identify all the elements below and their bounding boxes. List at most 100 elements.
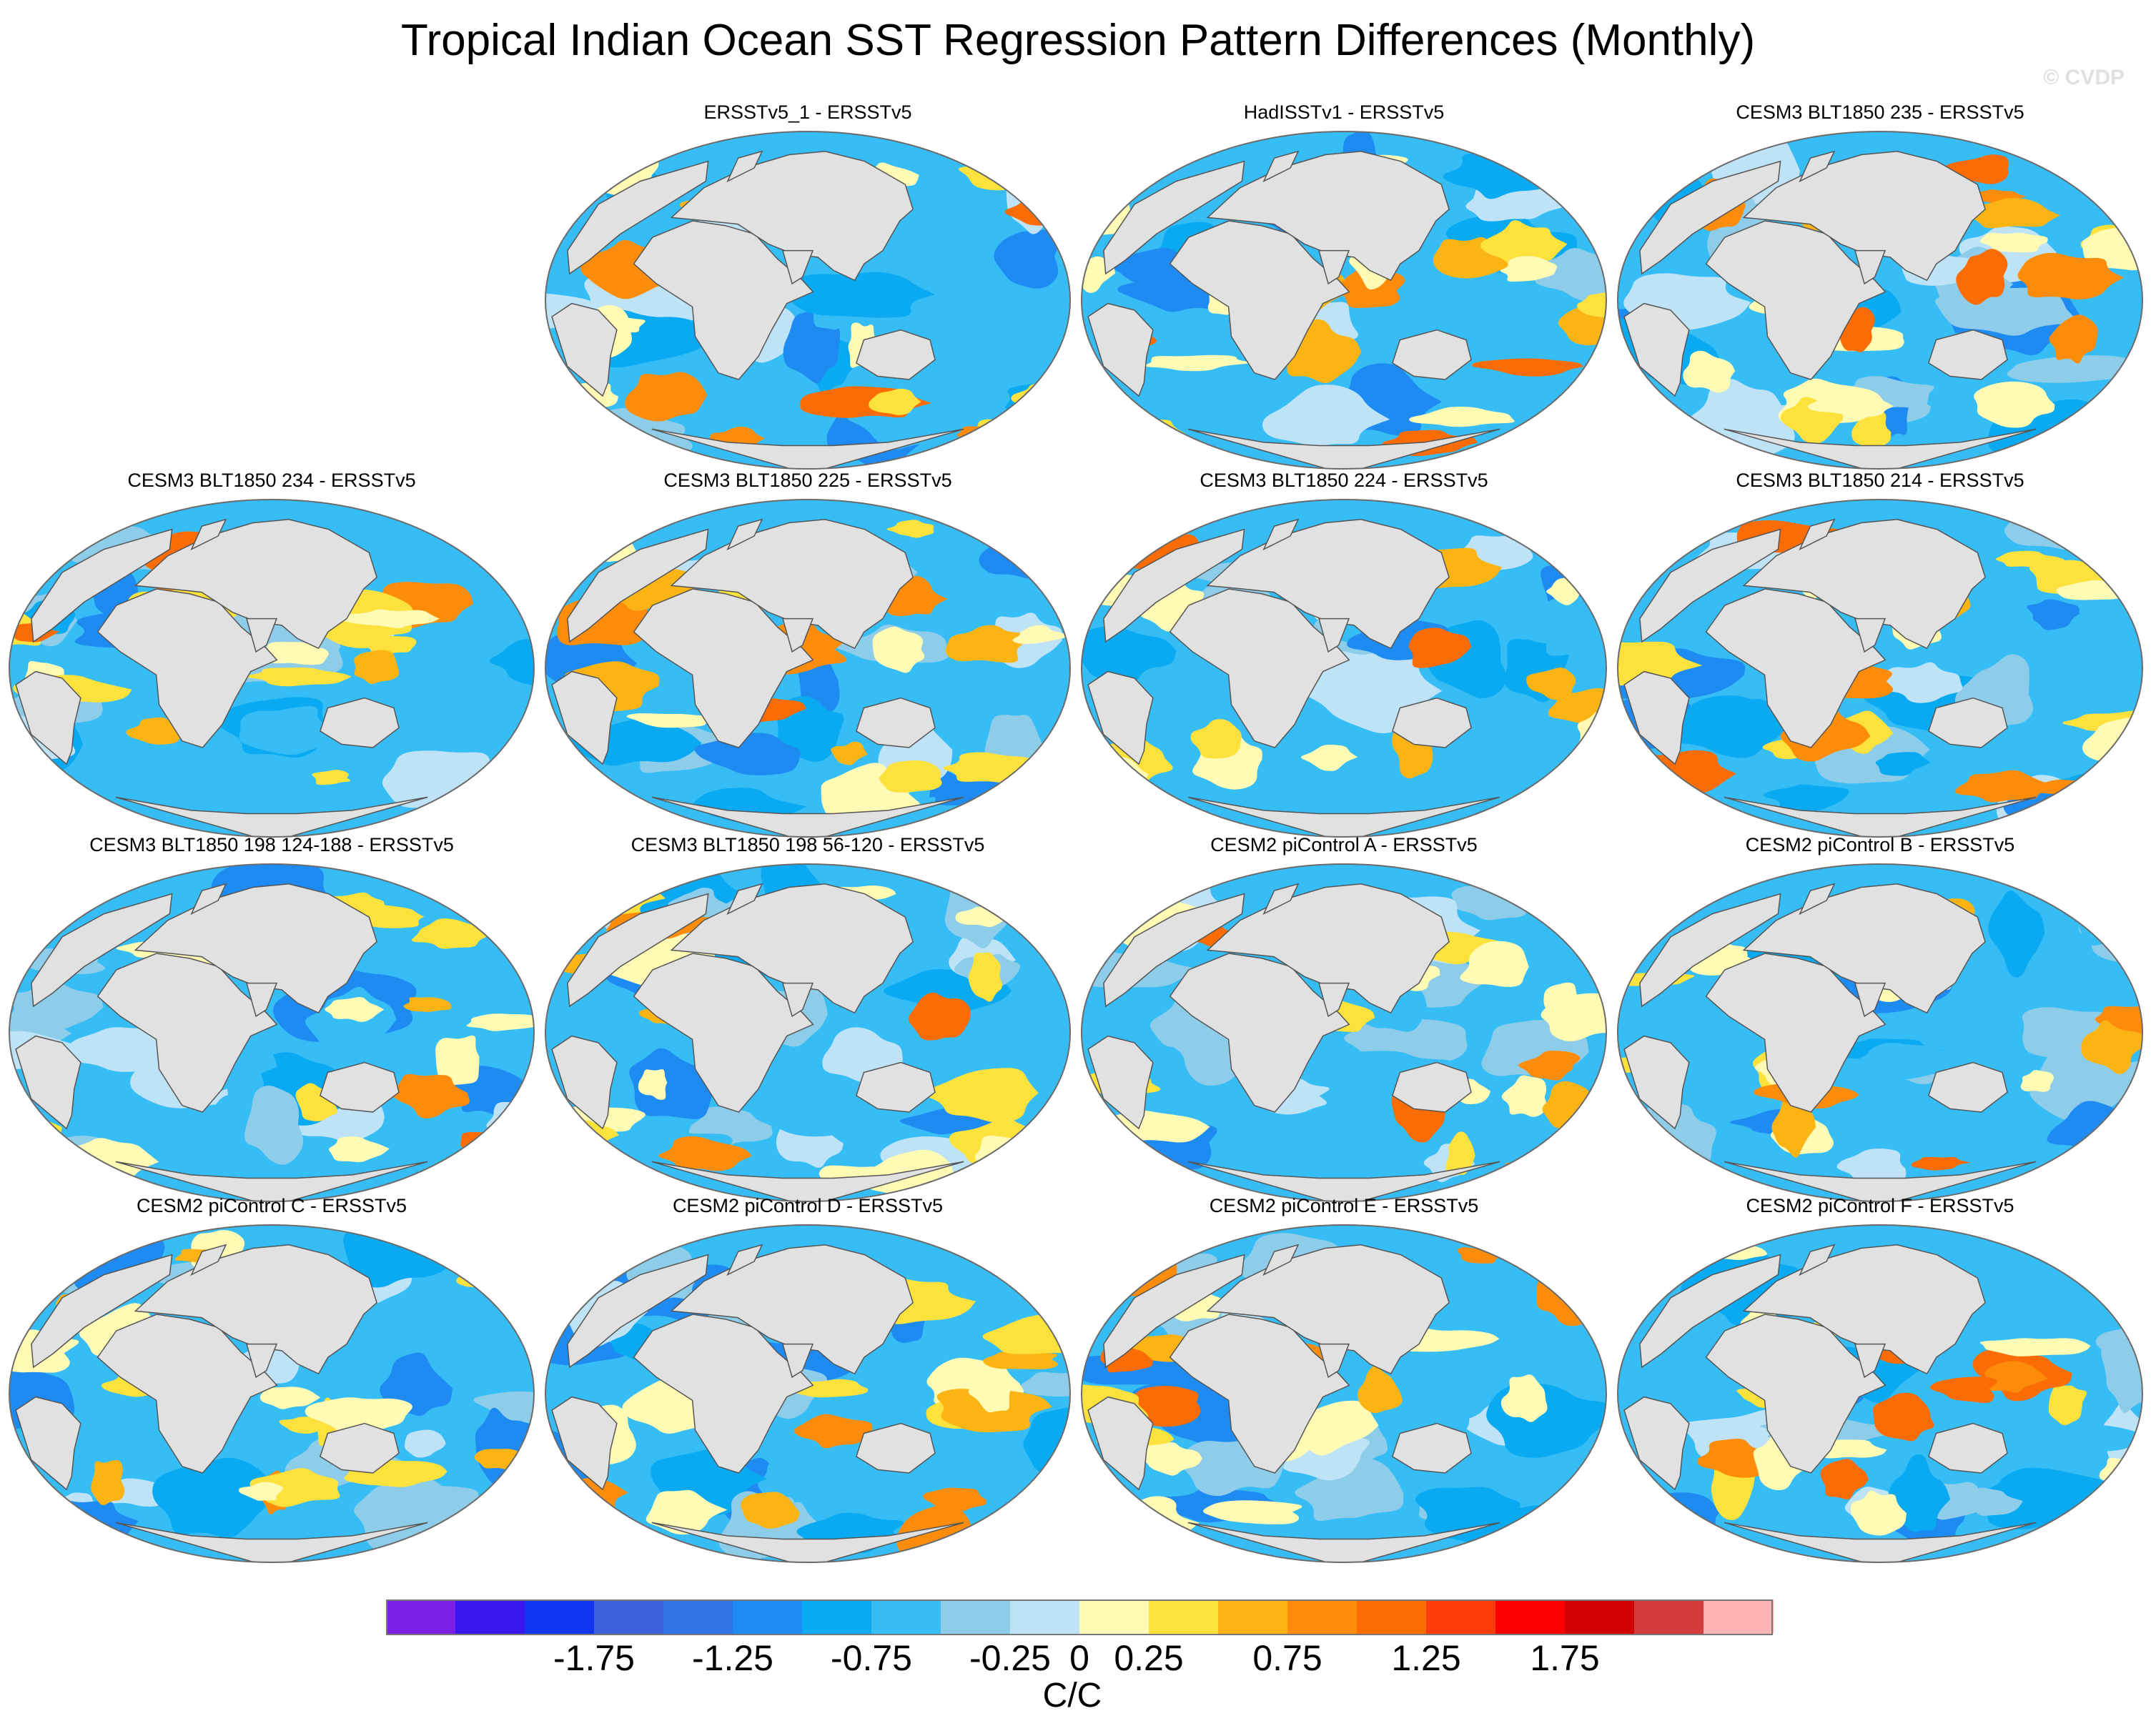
positive-anomaly-region xyxy=(1501,1075,1547,1117)
landmass-greenland xyxy=(1799,883,1836,916)
map-panel: ERSSTv5_1 - ERSSTv5 xyxy=(543,100,1072,470)
colorbar-swatch xyxy=(941,1599,1011,1634)
landmass-samerica xyxy=(1623,1396,1690,1491)
map-outline xyxy=(1081,863,1607,1202)
negative-anomaly-region xyxy=(1957,1487,2023,1516)
positive-anomaly-region xyxy=(126,717,182,745)
positive-anomaly-region xyxy=(9,1261,54,1291)
landmass-africa xyxy=(633,1314,814,1474)
landmass-samerica xyxy=(1087,302,1154,397)
landmass-antarctica xyxy=(115,1522,428,1562)
landmass-samerica xyxy=(1087,670,1154,765)
landmass-antarctica xyxy=(651,1522,964,1562)
map-panel: CESM2 piControl C - ERSSTv5 xyxy=(7,1194,536,1563)
negative-anomaly-region xyxy=(992,1146,1070,1182)
landmass-australia xyxy=(1928,329,2008,380)
landmass-india xyxy=(1318,1343,1350,1379)
positive-anomaly-region xyxy=(354,650,400,685)
landmass-eurasia xyxy=(134,883,377,1014)
negative-anomaly-region xyxy=(1871,662,1963,703)
negative-anomaly-region xyxy=(1618,1492,1721,1533)
landmass-eurasia xyxy=(134,519,377,650)
landmass-antarctica xyxy=(1724,428,2037,469)
panel-title: CESM3 BLT1850 225 - ERSSTv5 xyxy=(663,470,952,491)
landmass-greenland xyxy=(190,518,227,551)
panel-title: HadISSTv1 - ERSSTv5 xyxy=(1243,101,1445,123)
positive-anomaly-region xyxy=(1955,770,2059,803)
landmass-india xyxy=(782,249,814,285)
landmass-eurasia xyxy=(670,883,914,1014)
colorbar-swatch xyxy=(1703,1599,1774,1634)
negative-anomaly-region xyxy=(629,1048,714,1119)
landmass-samerica xyxy=(1087,1396,1154,1491)
positive-anomaly-region xyxy=(279,1417,325,1434)
positive-anomaly-region xyxy=(1618,755,1636,808)
positive-anomaly-region xyxy=(831,741,868,765)
positive-anomaly-region xyxy=(1190,719,1242,759)
positive-anomaly-region xyxy=(793,1414,873,1449)
negative-anomaly-region xyxy=(2027,599,2080,630)
landmass-india xyxy=(1854,1343,1886,1379)
landmass-samerica xyxy=(551,302,618,397)
robinson-map xyxy=(1617,1224,2143,1563)
landmass-samerica xyxy=(15,1396,81,1491)
negative-anomaly-region xyxy=(1295,1455,1404,1522)
landmass-namerica xyxy=(1639,528,1781,643)
positive-anomaly-region xyxy=(1576,292,1606,317)
positive-anomaly-region xyxy=(1618,913,1643,957)
landmass-africa xyxy=(633,953,814,1113)
landmass-greenland xyxy=(1799,1244,1836,1276)
positive-anomaly-region xyxy=(974,1135,1064,1182)
landmass-australia xyxy=(1392,329,1472,380)
landmass-india xyxy=(1318,249,1350,285)
positive-anomaly-region xyxy=(411,918,493,949)
negative-anomaly-region xyxy=(1581,864,1606,931)
robinson-map xyxy=(545,863,1071,1202)
positive-anomaly-region xyxy=(1500,1374,1548,1422)
landmass-greenland xyxy=(1799,518,1836,551)
colorbar-swatch xyxy=(1426,1599,1496,1634)
landmass-antarctica xyxy=(1187,1522,1500,1562)
landmass-eurasia xyxy=(1206,1244,1450,1375)
positive-anomaly-region xyxy=(1807,397,1894,417)
colorbar-swatch xyxy=(871,1599,941,1634)
panel-title: CESM2 piControl B - ERSSTv5 xyxy=(1745,834,2015,855)
sst-field xyxy=(9,1225,534,1562)
positive-anomaly-region xyxy=(625,372,708,422)
positive-anomaly-region xyxy=(1526,668,1576,700)
negative-anomaly-region xyxy=(473,1391,534,1425)
robinson-map xyxy=(1081,131,1607,470)
positive-anomaly-region xyxy=(1820,1459,1869,1500)
negative-anomaly-region xyxy=(9,1143,68,1198)
map-outline xyxy=(545,131,1071,470)
landmass-africa xyxy=(1169,588,1350,748)
landmass-antarctica xyxy=(115,1161,428,1201)
landmass-australia xyxy=(1928,1422,2008,1474)
positive-anomaly-region xyxy=(2049,314,2098,364)
positive-anomaly-region xyxy=(1911,1156,1972,1171)
negative-anomaly-region xyxy=(404,1429,446,1458)
map-panel: CESM3 BLT1850 235 - ERSSTv5 xyxy=(1616,100,2145,470)
landmass-africa xyxy=(97,953,278,1113)
negative-anomaly-region xyxy=(1082,626,1177,683)
map-outline xyxy=(1081,499,1607,838)
landmass-namerica xyxy=(567,528,709,643)
positive-anomaly-region xyxy=(1558,302,1606,346)
positive-anomaly-region xyxy=(1548,688,1606,728)
positive-anomaly-region xyxy=(872,626,925,673)
landmass-australia xyxy=(320,1422,400,1474)
robinson-map xyxy=(1617,499,2143,838)
colorbar-swatch xyxy=(1357,1599,1427,1634)
landmass-eurasia xyxy=(1742,1244,1986,1375)
robinson-map xyxy=(1617,863,2143,1202)
landmass-india xyxy=(1854,249,1886,285)
landmass-namerica xyxy=(567,160,709,275)
landmass-namerica xyxy=(567,1254,709,1369)
positive-anomaly-region xyxy=(11,774,64,800)
landmass-africa xyxy=(97,1314,278,1474)
negative-anomaly-region xyxy=(244,1085,304,1165)
colorbar-swatch xyxy=(663,1599,733,1634)
negative-anomaly-region xyxy=(9,880,44,912)
positive-anomaly-region xyxy=(983,1349,1058,1369)
map-outline xyxy=(545,1224,1071,1563)
